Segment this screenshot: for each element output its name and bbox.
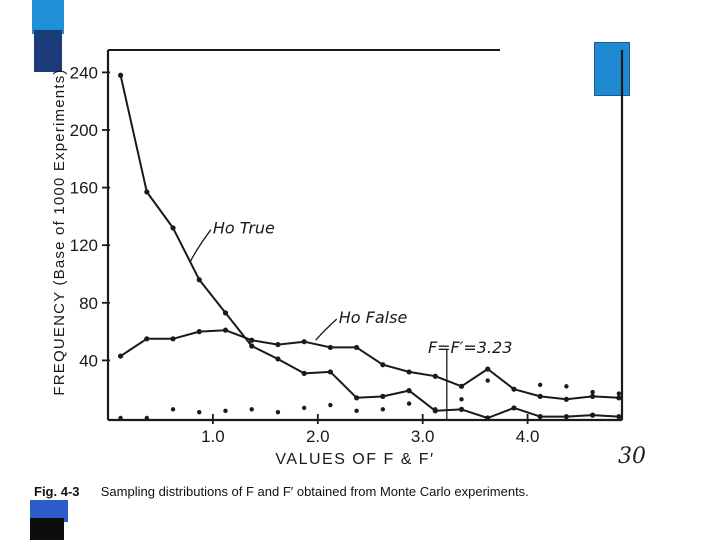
- data-point-series-2: [590, 393, 596, 399]
- data-point-series-3: [275, 410, 281, 415]
- data-point-series-1: [380, 393, 386, 399]
- data-point-series-3: [537, 382, 543, 388]
- decorative-block-dark-blue: [34, 30, 62, 72]
- data-point-series-1: [275, 356, 281, 362]
- data-point-series-1: [196, 277, 202, 283]
- x-tick-label: 2.0: [306, 427, 330, 446]
- annotation-label: F=F′=3.23: [428, 338, 512, 357]
- data-point-series-3: [170, 407, 176, 412]
- data-point-series-1: [144, 189, 150, 195]
- data-point-series-1: [301, 370, 307, 376]
- data-point-series-1: [616, 413, 622, 420]
- data-point-series-3: [223, 408, 228, 413]
- data-point-series-1: [117, 72, 124, 78]
- annotation-leader-ho-false: [315, 318, 338, 341]
- data-point-series-1: [222, 310, 229, 316]
- data-point-series-3: [380, 407, 386, 412]
- data-point-series-3: [616, 391, 622, 396]
- annotation-label: Ho False: [339, 308, 408, 327]
- y-tick-label: 240: [70, 63, 98, 82]
- data-point-series-2: [249, 337, 255, 343]
- figure-caption-label: Fig. 4-3: [34, 484, 80, 499]
- data-point-series-3: [301, 405, 307, 411]
- decorative-block-blue: [30, 500, 68, 522]
- x-axis-title: VALUES OF F & F′: [275, 451, 434, 468]
- data-point-series-2: [406, 369, 412, 375]
- data-point-series-2: [432, 373, 438, 379]
- data-point-series-3: [564, 384, 569, 389]
- data-point-series-2: [301, 339, 307, 345]
- data-point-series-3: [249, 407, 254, 412]
- y-tick-label: 40: [79, 351, 98, 370]
- figure-caption-text: Sampling distributions of F and F′ obtai…: [100, 484, 529, 499]
- data-point-series-3: [459, 397, 464, 402]
- data-point-series-3: [144, 415, 150, 421]
- data-point-series-1: [249, 343, 255, 349]
- data-point-series-2: [354, 344, 360, 351]
- data-point-series-1: [590, 412, 596, 418]
- data-point-series-2: [196, 329, 202, 335]
- data-point-series-3: [328, 402, 333, 408]
- y-tick-label: 200: [70, 121, 98, 140]
- y-axis-title: FREQUENCY (Base of 1000 Experiments): [51, 68, 68, 395]
- page-number: 30: [618, 444, 646, 469]
- data-point-series-2: [485, 366, 491, 372]
- y-tick-label: 160: [70, 179, 98, 198]
- annotation-leader-ho-true: [189, 229, 212, 263]
- data-point-series-3: [354, 408, 359, 413]
- series-line-2: [120, 329, 619, 401]
- data-point-series-2: [563, 396, 570, 402]
- data-point-series-3: [406, 401, 412, 406]
- data-point-series-2: [616, 395, 622, 401]
- decorative-block-black: [30, 518, 64, 540]
- decorative-block-blue-square: [594, 42, 630, 96]
- data-point-series-1: [354, 395, 360, 401]
- data-point-series-3: [433, 407, 438, 412]
- data-point-series-2: [144, 336, 150, 342]
- data-point-series-1: [458, 406, 465, 412]
- figure-caption: Fig. 4-3 Sampling distributions of F and…: [34, 484, 654, 502]
- data-point-series-1: [485, 415, 491, 421]
- data-point-series-1: [327, 369, 333, 375]
- x-tick-label: 3.0: [411, 427, 435, 446]
- data-point-series-2: [537, 393, 543, 399]
- data-point-series-1: [170, 225, 176, 231]
- y-tick-label: 80: [79, 294, 98, 313]
- data-point-series-3: [118, 415, 123, 421]
- data-point-series-2: [275, 341, 281, 348]
- data-point-series-3: [485, 378, 490, 383]
- x-tick-label: 4.0: [516, 427, 540, 446]
- data-point-series-2: [327, 344, 333, 351]
- data-point-series-1: [511, 405, 517, 411]
- data-point-series-1: [537, 413, 543, 420]
- data-point-series-2: [170, 336, 176, 342]
- data-point-series-2: [117, 353, 124, 359]
- data-point-series-3: [511, 387, 517, 392]
- y-tick-label: 120: [70, 236, 98, 255]
- data-point-series-2: [380, 362, 386, 368]
- series-line-1: [119, 75, 619, 419]
- data-point-series-2: [458, 383, 465, 389]
- data-point-series-1: [563, 413, 570, 420]
- data-point-series-3: [197, 410, 202, 415]
- data-point-series-3: [590, 389, 595, 395]
- annotation-label: Ho True: [213, 219, 275, 238]
- x-tick-label: 1.0: [201, 427, 225, 446]
- data-point-series-1: [406, 388, 412, 394]
- decorative-block-light-blue: [32, 0, 64, 34]
- data-point-series-2: [222, 327, 229, 333]
